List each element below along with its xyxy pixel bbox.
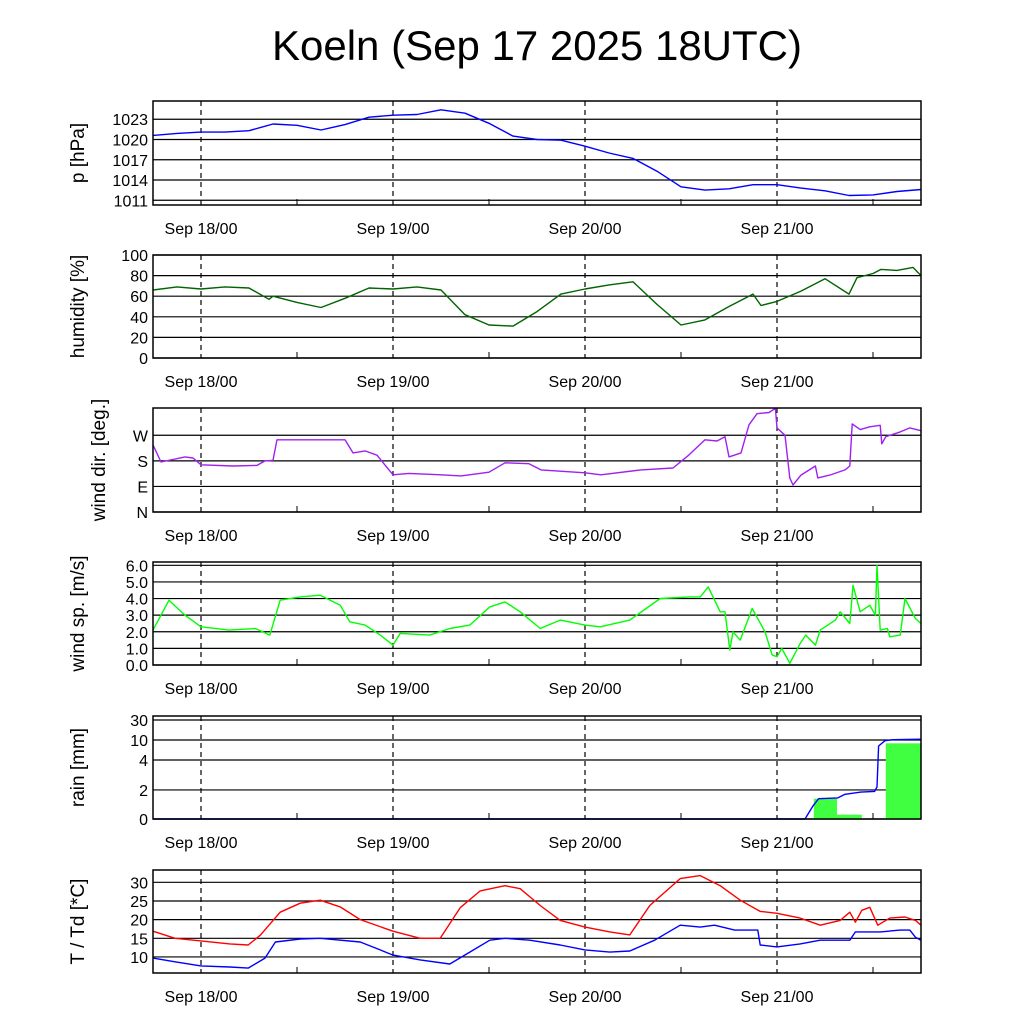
rain-bar <box>885 743 921 819</box>
chart-title: Koeln (Sep 17 2025 18UTC) <box>272 22 802 69</box>
x-tick-label: Sep 18/00 <box>165 835 238 852</box>
x-tick-label: Sep 19/00 <box>357 528 430 545</box>
x-tick-label: Sep 18/00 <box>165 528 238 545</box>
x-tick-label: Sep 20/00 <box>549 374 622 391</box>
x-tick-label: Sep 20/00 <box>549 221 622 238</box>
y-tick-label: 1020 <box>112 132 148 149</box>
panel-frame <box>152 869 922 974</box>
accumulated-rain-line <box>153 738 922 820</box>
x-tick-label: Sep 21/00 <box>741 989 814 1006</box>
x-tick-label: Sep 20/00 <box>549 835 622 852</box>
y-tick-label: N <box>136 505 148 522</box>
x-tick-label: Sep 19/00 <box>357 835 430 852</box>
y-tick-label: 1.0 <box>126 641 148 658</box>
t-line <box>152 874 922 946</box>
y-tick-label: 2 <box>139 783 148 800</box>
panel-frame <box>152 407 922 513</box>
y-tick-label: 10 <box>130 950 148 967</box>
x-tick-label: Sep 19/00 <box>357 221 430 238</box>
rain-bar <box>837 814 862 819</box>
y-axis-label: p [hPa] <box>68 123 89 183</box>
wind-speed-panel: 0.01.02.03.04.05.06.0 Sep 18/00 Sep 19/00 S… <box>68 555 922 698</box>
x-tick-label: Sep 21/00 <box>741 374 814 391</box>
panel-frame <box>152 100 922 206</box>
y-tick-label: 30 <box>130 875 148 892</box>
y-tick-label: 40 <box>130 310 148 327</box>
y-tick-label: 1011 <box>114 193 149 210</box>
wind-direction-line <box>152 407 922 486</box>
x-tick-label: Sep 19/00 <box>357 681 430 698</box>
x-tick-label: Sep 19/00 <box>357 374 430 391</box>
humidity-line <box>152 266 922 327</box>
x-tick-label: Sep 18/00 <box>165 221 238 238</box>
y-tick-label: 60 <box>130 289 148 306</box>
pressure-panel: 1011 1014 1017 1020 1023 Sep 18/00 Sep 19/00 Se… <box>68 100 922 238</box>
y-tick-label: 4 <box>139 753 148 770</box>
y-tick-label: 20 <box>130 330 148 347</box>
y-tick-label: 2.0 <box>126 625 148 642</box>
y-tick-label: 3.0 <box>126 608 148 625</box>
y-tick-label: 0 <box>139 812 148 829</box>
panel-frame <box>152 715 922 820</box>
x-tick-label: Sep 20/00 <box>549 989 622 1006</box>
y-tick-label: 100 <box>121 248 148 265</box>
y-tick-label: W <box>133 428 149 445</box>
y-tick-label: 5.0 <box>126 575 148 592</box>
y-axis-label: humidity [%] <box>68 255 89 358</box>
y-tick-label: 30 <box>130 713 148 730</box>
y-tick-label: 10 <box>130 733 148 750</box>
panel-frame <box>152 254 922 359</box>
y-tick-label: 4.0 <box>126 592 148 609</box>
wind-speed-line <box>152 564 922 664</box>
td-line <box>152 924 922 969</box>
y-tick-label: 25 <box>130 894 148 911</box>
x-tick-label: Sep 18/00 <box>165 681 238 698</box>
y-tick-label: 0 <box>139 351 148 368</box>
y-tick-label: 0.0 <box>126 658 148 675</box>
y-axis-label: T / Td [*C] <box>68 879 89 965</box>
x-tick-label: Sep 21/00 <box>741 835 814 852</box>
y-axis-label: rain [mm] <box>68 728 89 807</box>
x-tick-label: Sep 21/00 <box>741 681 814 698</box>
y-tick-label: 1023 <box>112 112 148 129</box>
x-tick-label: Sep 19/00 <box>357 989 430 1006</box>
y-tick-label: 80 <box>130 269 148 286</box>
y-tick-label: 1017 <box>112 153 148 170</box>
x-tick-label: Sep 18/00 <box>165 989 238 1006</box>
rain-bar <box>813 798 837 819</box>
x-tick-label: Sep 18/00 <box>165 374 238 391</box>
pressure-line <box>152 109 922 197</box>
rain-panel: 0 2 4 10 30 Sep 18/00 Sep 19/00 Sep 20/00 Sep 21… <box>68 713 922 852</box>
x-tick-label: Sep 21/00 <box>741 221 814 238</box>
y-tick-label: E <box>137 479 148 496</box>
humidity-panel: 0 20 40 60 80 100 Sep 18/00 Sep 19/00 Sep 20/00 S… <box>68 248 922 391</box>
y-axis-label: wind dir. [deg.] <box>89 399 110 523</box>
x-tick-label: Sep 20/00 <box>549 681 622 698</box>
y-axis-label: wind sp. [m/s] <box>68 555 89 672</box>
y-tick-label: 15 <box>130 931 148 948</box>
x-tick-label: Sep 20/00 <box>549 528 622 545</box>
y-tick-label: 20 <box>130 913 148 930</box>
y-tick-label: S <box>137 454 148 471</box>
panel-frame <box>152 561 922 666</box>
y-tick-label: 1014 <box>112 173 148 190</box>
x-tick-label: Sep 21/00 <box>741 528 814 545</box>
y-tick-label: 6.0 <box>126 558 148 575</box>
